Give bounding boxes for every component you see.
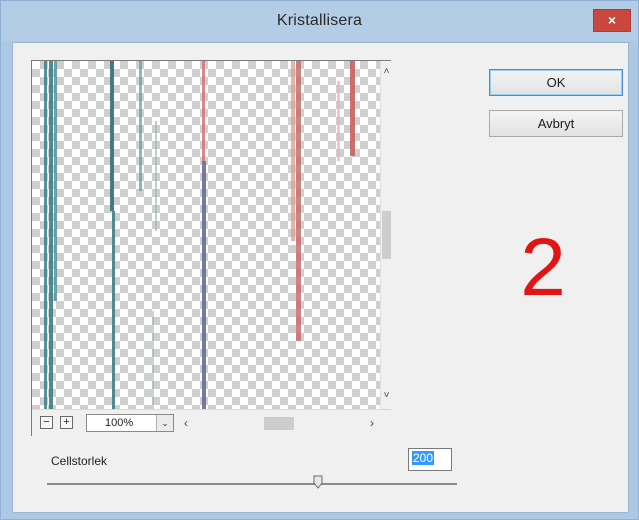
window-title: Kristallisera <box>276 12 363 29</box>
stripe <box>337 81 340 161</box>
stripe <box>202 61 205 161</box>
cell-size-value: 200 <box>412 451 435 465</box>
cell-size-slider-track[interactable] <box>47 483 457 485</box>
stripe <box>155 121 157 231</box>
stripe <box>202 161 206 409</box>
teal-stripes <box>44 61 157 409</box>
vertical-scrollbar[interactable]: ˄ ˅ <box>380 61 391 409</box>
stripe <box>44 61 47 409</box>
crystallize-preview-image <box>44 61 355 409</box>
stripe <box>139 61 142 191</box>
vertical-scroll-thumb[interactable] <box>382 211 391 259</box>
close-button[interactable]: × <box>593 9 631 32</box>
scroll-up-icon[interactable]: ˄ <box>383 66 390 77</box>
dialog-body: ˄ ˅ − + 100% ⌄ ‹ › <box>12 42 629 513</box>
stripe <box>110 61 114 211</box>
cancel-button[interactable]: Avbryt <box>489 110 623 137</box>
stripe <box>49 61 53 409</box>
preview-panel: ˄ ˅ − + 100% ⌄ ‹ › <box>31 60 391 436</box>
stripe <box>296 61 301 341</box>
title-bar[interactable]: Kristallisera × <box>1 1 638 41</box>
stripe <box>350 61 355 156</box>
cell-size-slider-thumb[interactable] <box>313 475 323 489</box>
close-icon: × <box>607 12 617 28</box>
zoom-out-button[interactable]: − <box>40 416 53 429</box>
stripe <box>291 61 295 241</box>
scroll-left-icon[interactable]: ‹ <box>184 416 188 430</box>
zoom-in-button[interactable]: + <box>60 416 73 429</box>
chevron-down-icon[interactable]: ⌄ <box>156 415 173 431</box>
scroll-down-icon[interactable]: ˅ <box>383 390 390 401</box>
preview-canvas[interactable] <box>32 61 380 409</box>
plus-icon: + <box>63 416 70 428</box>
scroll-right-icon[interactable]: › <box>370 416 374 430</box>
preview-toolbar: − + 100% ⌄ ‹ › <box>32 409 391 436</box>
horizontal-scrollbar[interactable]: ‹ › <box>182 414 378 432</box>
stripe <box>54 61 57 301</box>
red-stripes <box>202 61 355 341</box>
stripe <box>152 311 154 409</box>
minus-icon: − <box>43 416 50 428</box>
horizontal-scroll-thumb[interactable] <box>264 417 294 430</box>
cell-size-input[interactable]: 200 <box>408 448 452 471</box>
purple-stripes <box>202 161 206 409</box>
cell-size-label: Cellstorlek <box>51 454 108 468</box>
annotation-number: 2 <box>520 222 566 313</box>
ok-button[interactable]: OK <box>489 69 623 96</box>
zoom-value: 100% <box>105 417 134 429</box>
stripe <box>112 211 115 409</box>
zoom-select[interactable]: 100% ⌄ <box>86 414 174 432</box>
